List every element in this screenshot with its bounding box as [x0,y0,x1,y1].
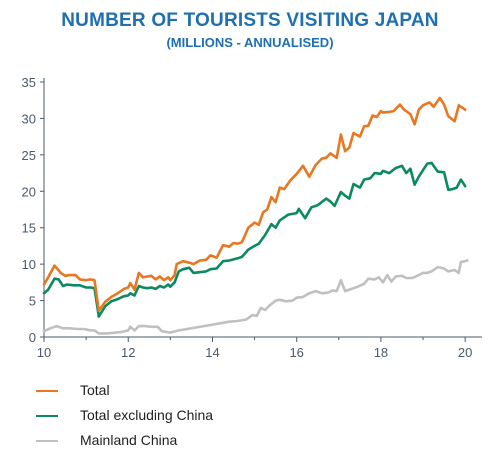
y-tick-label: 0 [29,330,36,345]
chart-series-layer [42,96,469,335]
x-tick-label: 20 [458,345,472,360]
chart-subtitle: (MILLIONS - ANNUALISED) [166,35,334,50]
x-tick-label: 10 [37,345,51,360]
legend-swatch-total-excluding-china [36,415,58,417]
series-line-mainland-china [42,259,469,335]
legend-label-total-excluding-china: Total excluding China [80,407,214,423]
x-tick-label: 12 [121,345,135,360]
y-tick-label: 15 [22,221,36,236]
y-tick-label: 5 [29,294,36,309]
x-tick-label: 18 [374,345,388,360]
chart-axes: 0 5 10 15 20 25 30 35 10 12 14 16 18 20 [22,75,482,360]
legend-label-total: Total [80,382,110,398]
x-tick-label: 16 [289,345,303,360]
series-line-total [42,96,467,313]
legend-swatch-total [36,390,58,392]
legend-swatch-mainland-china [36,440,58,442]
chart-title: NUMBER OF TOURISTS VISITING JAPAN [61,10,439,31]
y-tick-label: 35 [22,75,36,90]
y-tick-label: 30 [22,111,36,126]
legend-label-mainland-china: Mainland China [80,432,178,448]
y-tick-label: 10 [22,257,36,272]
x-tick-label: 14 [205,345,219,360]
series-line-total-excluding-china [42,161,467,318]
y-tick-label: 20 [22,184,36,199]
y-tick-label: 25 [22,148,36,163]
